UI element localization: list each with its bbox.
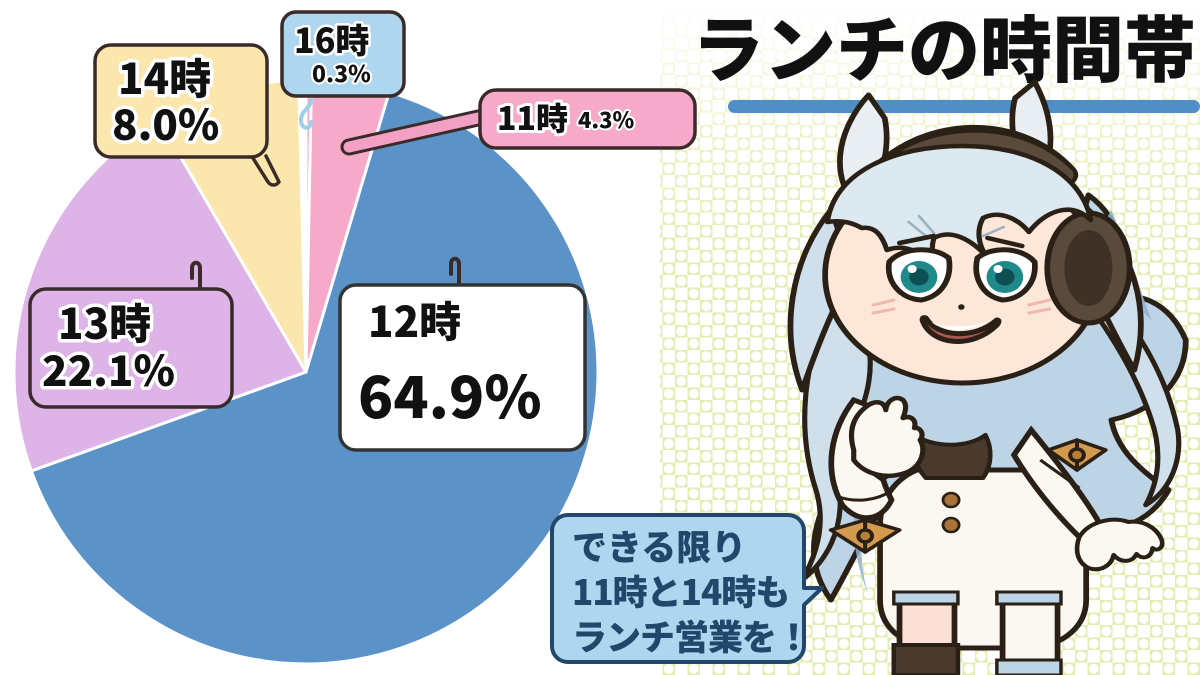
svg-text:11時と14時も: 11時と14時も	[572, 565, 789, 616]
svg-text:11時: 11時	[497, 94, 568, 140]
svg-text:0.3%: 0.3%	[312, 55, 371, 89]
svg-text:できる限り: できる限り	[572, 520, 746, 571]
svg-text:12時: 12時	[368, 289, 461, 350]
svg-text:4.3%: 4.3%	[578, 103, 635, 135]
svg-text:ランチの時間帯: ランチの時間帯	[692, 0, 1196, 97]
svg-text:ランチ営業を！: ランチ営業を！	[572, 610, 810, 661]
svg-text:8.0%: 8.0%	[112, 92, 219, 153]
svg-text:64.9%: 64.9%	[358, 351, 542, 435]
svg-text:22.1%: 22.1%	[42, 338, 175, 399]
